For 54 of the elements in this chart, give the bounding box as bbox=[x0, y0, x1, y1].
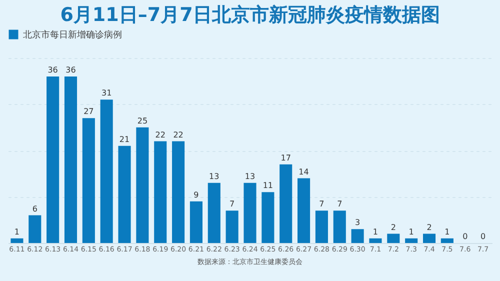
bar bbox=[387, 234, 400, 243]
data-label: 6 bbox=[32, 204, 38, 214]
data-label: 1 bbox=[444, 227, 450, 236]
data-label: 7 bbox=[337, 200, 342, 209]
data-label: 9 bbox=[194, 190, 199, 200]
data-label: 36 bbox=[48, 66, 58, 74]
data-label: 13 bbox=[209, 172, 220, 181]
data-label: 14 bbox=[298, 167, 309, 176]
bar bbox=[172, 141, 185, 243]
bar bbox=[244, 182, 256, 243]
data-label: 13 bbox=[244, 172, 256, 181]
bar bbox=[369, 238, 382, 243]
bar bbox=[405, 238, 418, 243]
bar bbox=[298, 178, 310, 243]
bar bbox=[315, 210, 328, 243]
legend-label: 北京市每日新增确诊病例 bbox=[23, 30, 122, 40]
bar bbox=[46, 76, 60, 243]
data-label: 27 bbox=[84, 107, 94, 116]
bar bbox=[280, 164, 292, 243]
data-label: 1 bbox=[408, 227, 414, 236]
data-label: 31 bbox=[102, 88, 112, 98]
bar bbox=[154, 141, 167, 243]
data-label: 11 bbox=[262, 181, 274, 190]
data-label: 25 bbox=[137, 116, 148, 126]
bar bbox=[28, 215, 42, 243]
bar bbox=[10, 238, 24, 243]
bar bbox=[82, 118, 95, 243]
data-label: 36 bbox=[66, 66, 76, 74]
data-label: 0 bbox=[480, 232, 486, 241]
data-label: 21 bbox=[119, 134, 130, 144]
data-label: 3 bbox=[355, 218, 360, 228]
data-label: 2 bbox=[426, 222, 432, 232]
data-label: 7 bbox=[230, 200, 235, 209]
data-label: 17 bbox=[280, 153, 291, 162]
bar bbox=[422, 234, 436, 243]
bar bbox=[64, 76, 78, 243]
bar bbox=[440, 238, 454, 243]
bar bbox=[118, 146, 131, 243]
bar bbox=[262, 192, 274, 243]
data-label: 1 bbox=[14, 227, 20, 236]
bar bbox=[190, 201, 202, 243]
bar bbox=[333, 210, 346, 243]
bar bbox=[208, 182, 220, 243]
data-label: 2 bbox=[390, 222, 396, 232]
data-label: 22 bbox=[173, 130, 184, 140]
data-label: 1 bbox=[372, 227, 378, 236]
bar bbox=[226, 210, 238, 243]
data-label: 7 bbox=[319, 200, 324, 209]
bar bbox=[351, 229, 364, 243]
data-label: 0 bbox=[462, 232, 468, 241]
bar bbox=[100, 100, 113, 243]
data-label: 22 bbox=[155, 130, 166, 140]
chart-title: 6月11日–7月7日北京市新冠肺炎疫情数据图 bbox=[60, 4, 440, 26]
bar bbox=[136, 127, 149, 243]
